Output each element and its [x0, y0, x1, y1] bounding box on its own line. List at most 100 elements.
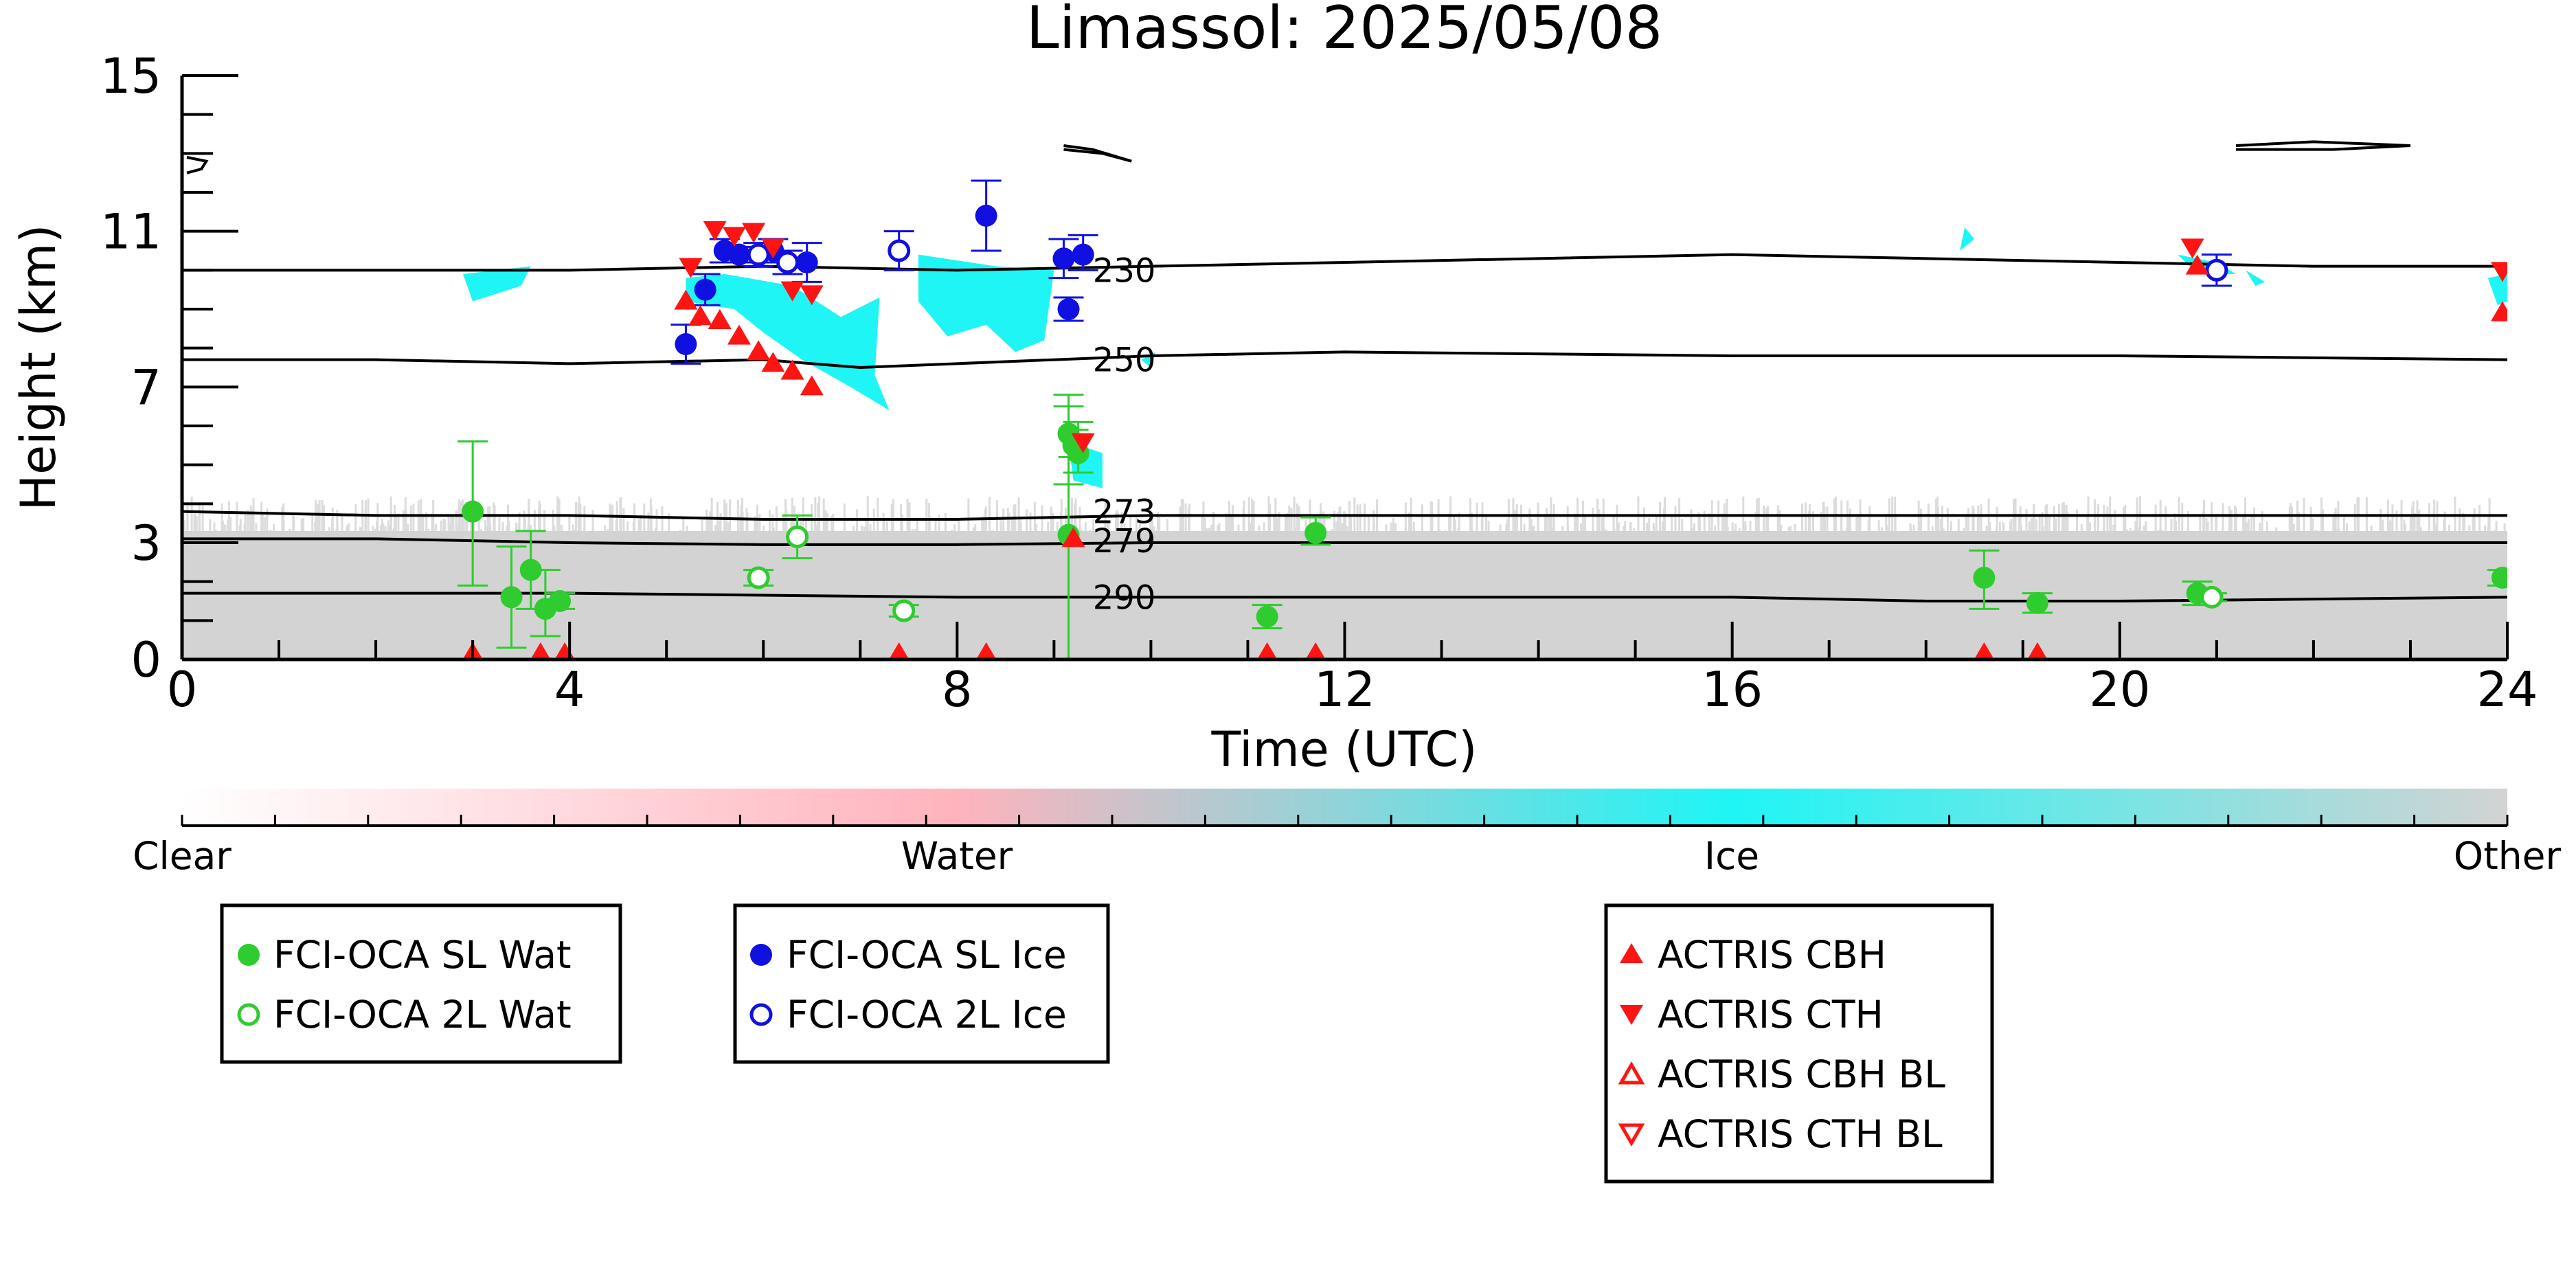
data-point-fci-oca-sl-wat — [519, 558, 542, 581]
boundary-layer-speckle — [1458, 512, 1460, 531]
boundary-layer-speckle — [1390, 522, 1392, 531]
cloud-contour-line — [2235, 140, 2411, 151]
data-markers — [462, 205, 2507, 659]
boundary-layer-speckle — [347, 523, 350, 531]
boundary-layer-speckle — [2018, 514, 2020, 531]
y-axis-label: Height (km) — [10, 225, 67, 511]
legend-label-2l-ice: FCI-OCA 2L Ice — [787, 993, 1067, 1037]
boundary-layer-speckle — [974, 523, 977, 531]
boundary-layer-speckle — [1633, 528, 1636, 531]
boundary-layer-speckle — [927, 503, 930, 531]
boundary-layer-speckle — [1754, 512, 1757, 531]
boundary-layer-speckle — [2173, 513, 2176, 531]
boundary-layer-speckle — [2413, 513, 2416, 531]
legend-label-cth-bl: ACTRIS CTH BL — [1658, 1112, 1943, 1156]
boundary-layer-speckle — [710, 497, 713, 531]
boundary-layer-speckle — [1849, 508, 1851, 531]
legend-label-sl-ice: FCI-OCA SL Ice — [787, 933, 1067, 977]
boundary-layer-speckle — [2165, 506, 2167, 531]
boundary-layer-speckle — [2448, 524, 2451, 531]
boundary-layer-speckle — [1646, 522, 1649, 531]
boundary-layer-speckle — [1232, 505, 1234, 531]
boundary-layer-speckle — [523, 515, 526, 531]
colorbar-label-ice: Ice — [1704, 834, 1759, 878]
boundary-layer-speckle — [591, 509, 594, 531]
boundary-layer-speckle — [1431, 512, 1434, 531]
data-point-fci-oca-sl-wat — [500, 586, 523, 609]
legend-marker-cbh — [1620, 943, 1643, 963]
boundary-layer-speckle — [1996, 506, 1998, 531]
boundary-layer-speckle — [1480, 519, 1483, 531]
boundary-layer-speckle — [1980, 504, 1982, 531]
boundary-layer-speckle — [2041, 512, 2044, 531]
boundary-layer-speckle — [1546, 508, 1548, 531]
boundary-layer-speckle — [359, 527, 361, 531]
boundary-layer-speckle — [1840, 515, 1842, 531]
boundary-layer-speckle — [1359, 504, 1362, 531]
boundary-layer-speckle — [227, 501, 230, 531]
boundary-layer-speckle — [498, 517, 501, 531]
boundary-layer-speckle — [579, 504, 582, 531]
boundary-layer-speckle — [247, 509, 249, 531]
boundary-layer-speckle — [877, 497, 879, 531]
boundary-layer-speckle — [1629, 522, 1631, 531]
boundary-layer-speckle — [1857, 516, 1860, 531]
boundary-layer-speckle — [1273, 515, 1276, 531]
boundary-layer-speckle — [1834, 496, 1837, 531]
boundary-layer-speckle — [480, 529, 483, 531]
boundary-layer-speckle — [2170, 519, 2173, 531]
boundary-layer-speckle — [654, 528, 657, 531]
data-point-actris-cbh — [747, 340, 771, 361]
x-tick-label: 8 — [942, 662, 973, 718]
data-point-actris-cth — [761, 238, 785, 259]
boundary-layer-speckle — [832, 529, 835, 531]
legend-label-2l-wat: FCI-OCA 2L Wat — [273, 993, 572, 1037]
boundary-layer-speckle — [1201, 513, 1204, 531]
boundary-layer-speckle — [1449, 496, 1452, 531]
boundary-layer-speckle — [1412, 521, 1415, 531]
boundary-layer-speckle — [739, 515, 742, 531]
boundary-layer-speckle — [489, 524, 492, 531]
boundary-layer-speckle — [1674, 527, 1677, 531]
boundary-layer-speckle — [387, 520, 389, 531]
boundary-layer-speckle — [381, 519, 383, 531]
boundary-layer-speckle — [824, 510, 827, 531]
boundary-layer-speckle — [1584, 517, 1587, 531]
boundary-layer-speckle — [1452, 515, 1455, 531]
boundary-layer-speckle — [435, 523, 438, 531]
data-point-actris-ground-level-marks — [975, 642, 997, 659]
ice-cloud-patch — [686, 274, 890, 411]
boundary-layer-speckle — [568, 515, 571, 531]
boundary-layer-speckle — [1367, 516, 1370, 531]
boundary-layer-speckle — [1738, 528, 1741, 531]
boundary-layer-speckle — [1218, 523, 1221, 531]
boundary-layer-speckle — [1575, 517, 1578, 531]
boundary-layer-speckle — [2044, 505, 2047, 531]
boundary-layer-speckle — [1089, 530, 1092, 531]
boundary-layer-speckle — [221, 503, 223, 531]
boundary-layer-speckle — [911, 528, 914, 531]
boundary-layer-speckle — [1763, 506, 1765, 531]
boundary-layer-speckle — [2187, 510, 2189, 531]
boundary-layer-speckle — [1514, 510, 1517, 531]
boundary-layer-speckle — [1721, 513, 1724, 531]
boundary-layer-speckle — [1963, 528, 1965, 531]
boundary-layer-speckle — [2241, 516, 2244, 531]
boundary-layer-speckle — [1286, 512, 1289, 531]
boundary-layer-speckle — [1549, 528, 1552, 531]
boundary-layer-speckle — [2002, 522, 2004, 531]
boundary-layer-speckle — [1877, 520, 1880, 531]
boundary-layer-speckle — [1078, 521, 1081, 531]
boundary-layer-speckle — [2395, 510, 2398, 531]
boundary-layer-speckle — [1443, 530, 1446, 531]
boundary-layer-speckle — [2106, 506, 2109, 531]
boundary-layer-speckle — [292, 515, 295, 531]
boundary-layer-speckle — [269, 530, 272, 531]
boundary-layer-speckle — [988, 497, 991, 531]
x-tick-label: 4 — [554, 662, 585, 718]
ice-cloud-patch — [2246, 270, 2266, 286]
boundary-layer-speckle — [2228, 506, 2231, 531]
boundary-layer-speckle — [2332, 517, 2335, 531]
boundary-layer-speckle — [390, 530, 393, 531]
boundary-layer-speckle — [727, 522, 730, 531]
